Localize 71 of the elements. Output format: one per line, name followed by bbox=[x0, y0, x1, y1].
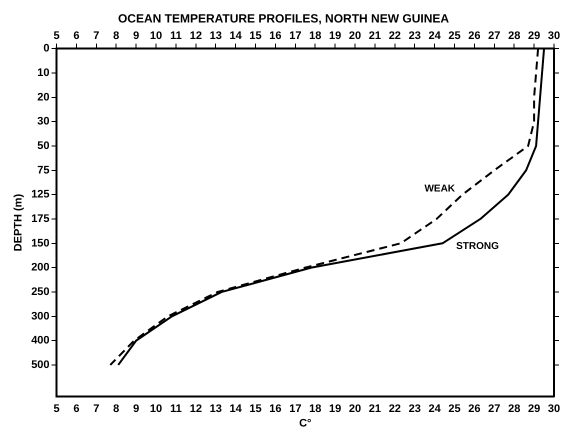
x-tick-label: 28 bbox=[508, 403, 520, 416]
x2-tick-label: 6 bbox=[73, 30, 80, 42]
y-tick-label: 300 bbox=[31, 310, 50, 322]
x-tick-label: 25 bbox=[448, 403, 461, 416]
y-tick-label: 50 bbox=[37, 140, 50, 152]
x-tick-label: 20 bbox=[348, 403, 362, 416]
y-tick-label: 400 bbox=[31, 334, 50, 347]
x-tick-label: 7 bbox=[93, 403, 100, 416]
x-tick-label: 11 bbox=[170, 403, 182, 416]
x-tick-label: 18 bbox=[309, 403, 322, 416]
x-tick-label: 23 bbox=[408, 403, 421, 416]
x2-tick-label: 29 bbox=[528, 30, 540, 42]
x2-tick-label: 8 bbox=[113, 30, 120, 42]
x-tick-label: 21 bbox=[368, 403, 382, 416]
x-tick-label: 29 bbox=[528, 403, 540, 416]
x2-tick-label: 28 bbox=[508, 30, 520, 42]
x-tick-label: 12 bbox=[190, 403, 202, 416]
x2-tick-label: 18 bbox=[309, 30, 322, 42]
y-tick-label: 10 bbox=[37, 66, 50, 79]
x-tick-label: 16 bbox=[269, 403, 282, 416]
x2-tick-label: 21 bbox=[368, 30, 382, 42]
x-tick-label: 15 bbox=[249, 403, 262, 416]
x2-tick-label: 26 bbox=[468, 30, 481, 42]
series-label: WEAK bbox=[424, 183, 456, 194]
x2-tick-label: 15 bbox=[249, 30, 262, 42]
x-tick-label: 30 bbox=[548, 403, 560, 416]
x-tick-label: 8 bbox=[113, 403, 120, 416]
x-axis-title: C° bbox=[299, 417, 312, 430]
x2-tick-label: 30 bbox=[548, 30, 560, 42]
y-tick-label: 250 bbox=[31, 286, 50, 298]
x2-tick-label: 27 bbox=[488, 30, 500, 42]
y-tick-label: 175 bbox=[31, 212, 50, 225]
x2-tick-label: 16 bbox=[269, 30, 282, 42]
x-tick-label: 6 bbox=[73, 403, 80, 416]
x-tick-label: 26 bbox=[468, 403, 481, 416]
x2-tick-label: 14 bbox=[230, 30, 243, 42]
x2-tick-label: 23 bbox=[408, 30, 421, 42]
x-tick-label: 19 bbox=[329, 403, 342, 416]
x-tick-label: 10 bbox=[150, 403, 162, 416]
x-tick-label: 24 bbox=[428, 403, 442, 416]
x2-tick-label: 13 bbox=[210, 30, 222, 42]
y-tick-label: 0 bbox=[43, 42, 50, 55]
x-tick-label: 17 bbox=[289, 403, 302, 416]
x2-tick-label: 17 bbox=[289, 30, 302, 42]
y-tick-label: 500 bbox=[31, 358, 50, 371]
x2-tick-label: 7 bbox=[93, 30, 100, 42]
chart-title: OCEAN TEMPERATURE PROFILES, NORTH NEW GUINEA bbox=[118, 12, 450, 26]
y-tick-label: 20 bbox=[37, 91, 50, 104]
x-tick-label: 22 bbox=[388, 403, 401, 416]
y-tick-label: 150 bbox=[31, 237, 50, 250]
y-tick-label: 30 bbox=[37, 116, 50, 128]
x-tick-label: 5 bbox=[53, 403, 60, 416]
x2-tick-label: 5 bbox=[53, 30, 60, 42]
x-tick-label: 13 bbox=[210, 403, 222, 416]
x2-tick-label: 24 bbox=[428, 30, 442, 42]
y-tick-label: 75 bbox=[37, 164, 50, 176]
y-tick-label: 200 bbox=[31, 262, 50, 274]
x-tick-label: 14 bbox=[230, 403, 243, 416]
x2-tick-label: 9 bbox=[133, 30, 140, 42]
y-tick-label: 125 bbox=[31, 188, 50, 201]
x2-tick-label: 22 bbox=[388, 30, 401, 42]
x-tick-label: 9 bbox=[133, 403, 140, 416]
x2-tick-label: 12 bbox=[190, 30, 202, 42]
x2-tick-label: 19 bbox=[329, 30, 342, 42]
x-tick-label: 27 bbox=[488, 403, 500, 416]
series-label: STRONG bbox=[456, 241, 500, 252]
y-axis-title: DEPTH (m) bbox=[12, 194, 25, 252]
x2-tick-label: 10 bbox=[150, 30, 162, 42]
x2-tick-label: 11 bbox=[170, 30, 182, 42]
x2-tick-label: 20 bbox=[348, 30, 362, 42]
x2-tick-label: 25 bbox=[448, 30, 461, 42]
